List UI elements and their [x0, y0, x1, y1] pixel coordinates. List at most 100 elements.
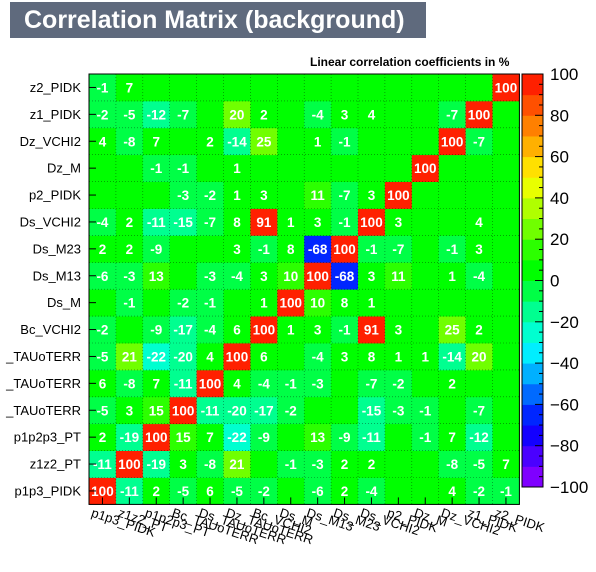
cell-value-label: 2	[448, 376, 456, 391]
heatmap-cell	[142, 100, 171, 129]
row-label: z2_PIDK	[30, 80, 82, 95]
heatmap-cell	[223, 127, 251, 156]
heatmap-cell	[492, 423, 520, 451]
heatmap-cell	[196, 289, 224, 317]
heatmap-cell	[384, 423, 413, 451]
heatmap-cell	[223, 423, 251, 451]
heatmap-cell	[438, 369, 466, 398]
heatmap-cell	[384, 450, 413, 478]
row-label: z1z2_PT	[30, 457, 81, 472]
cell-value-label: 11	[311, 188, 326, 203]
cell-value-label: -2	[258, 484, 270, 499]
heatmap-cell	[115, 343, 144, 371]
heatmap-cell	[250, 369, 278, 398]
cell-value-label: 10	[283, 269, 298, 284]
cell-value-label: 2	[126, 215, 134, 230]
heatmap-cell	[223, 343, 251, 371]
cell-value-label: 25	[445, 323, 461, 338]
row-label: _TAUoTERR	[5, 403, 81, 418]
colorbar-segment	[522, 115, 543, 137]
chart-title: Correlation Matrix (background)	[10, 2, 426, 38]
colorbar-segment	[522, 342, 543, 364]
cell-value-label: -7	[473, 134, 485, 149]
colorbar-segment	[522, 363, 543, 385]
row-label: _TAUoTERR	[5, 376, 81, 391]
heatmap-cell	[438, 343, 466, 371]
cell-value-label: 100	[468, 107, 491, 122]
cell-value-label: -1	[204, 296, 216, 311]
cell-value-label: -2	[392, 376, 404, 391]
heatmap-cell	[142, 74, 171, 102]
cell-value-label: 2	[341, 457, 349, 472]
cell-value-label: 7	[152, 134, 160, 149]
heatmap-cell	[465, 208, 493, 236]
cell-value-label: -11	[120, 484, 139, 499]
cell-value-label: 6	[99, 376, 107, 391]
cell-value-label: -7	[446, 107, 458, 122]
cell-value-label: 4	[99, 134, 107, 149]
colorbar-tick-label: 20	[550, 230, 569, 249]
heatmap-cell	[196, 396, 224, 425]
heatmap-cell	[411, 316, 440, 344]
cell-value-label: -5	[96, 403, 108, 418]
heatmap-cell	[358, 235, 386, 263]
cell-value-label: -8	[123, 376, 135, 391]
cell-value-label: 100	[172, 403, 195, 418]
heatmap-cell	[492, 154, 520, 182]
heatmap-cell	[465, 262, 493, 290]
cell-value-label: 100	[306, 269, 329, 284]
heatmap-cell	[115, 262, 144, 290]
heatmap-cell	[304, 208, 332, 236]
row-label: z1_PIDK	[30, 107, 82, 122]
row-label: Dz_VCHI2	[20, 134, 81, 149]
cell-value-label: -3	[312, 457, 324, 472]
row-label: Ds_VCHI2	[20, 214, 81, 229]
cell-value-label: 3	[179, 457, 187, 472]
cell-value-label: -4	[312, 107, 324, 122]
heatmap-cell	[384, 74, 413, 102]
cell-value-label: 3	[475, 242, 483, 257]
cell-value-label: -4	[96, 215, 108, 230]
cell-value-label: -8	[446, 457, 458, 472]
cell-value-label: -1	[258, 242, 270, 257]
cell-value-label: -5	[231, 484, 243, 499]
colorbar-segment	[522, 383, 543, 405]
heatmap-cell	[331, 396, 359, 425]
colorbar-tick-label: −100	[550, 478, 588, 497]
heatmap-cell	[304, 100, 332, 129]
cell-value-label: -1	[339, 134, 351, 149]
heatmap-cell	[277, 423, 305, 451]
heatmap-cell	[196, 74, 224, 102]
heatmap-cell	[358, 100, 386, 129]
heatmap-cell	[384, 127, 413, 156]
heatmap-cell	[277, 100, 305, 129]
heatmap-cell	[223, 262, 251, 290]
cell-value-label: 91	[256, 215, 272, 230]
heatmap-cell	[331, 154, 359, 182]
heatmap-cell	[465, 343, 493, 371]
cell-value-label: -12	[469, 430, 489, 445]
heatmap-cell	[411, 289, 440, 317]
cell-value-label: -1	[500, 484, 512, 499]
heatmap-cell	[115, 154, 144, 182]
heatmap-cell	[115, 74, 144, 102]
heatmap-cell	[169, 181, 197, 209]
heatmap-cell	[358, 127, 386, 156]
cell-value-label: 100	[279, 296, 302, 311]
heatmap-cell	[250, 289, 278, 317]
heatmap-cell	[331, 262, 359, 290]
heatmap-cell	[277, 74, 305, 102]
cell-value-label: 13	[149, 269, 165, 284]
heatmap-cell	[196, 450, 224, 478]
colorbar-segment	[522, 156, 543, 178]
heatmap-cell	[142, 154, 171, 182]
heatmap-cell	[115, 396, 144, 425]
heatmap-cell	[465, 181, 493, 209]
heatmap-cell	[492, 316, 520, 344]
heatmap-cell	[411, 423, 440, 451]
heatmap-cell	[196, 343, 224, 371]
heatmap-cell	[358, 369, 386, 398]
heatmap-cell	[304, 262, 332, 290]
colorbar-segment	[522, 321, 543, 343]
heatmap-cell	[196, 235, 224, 263]
